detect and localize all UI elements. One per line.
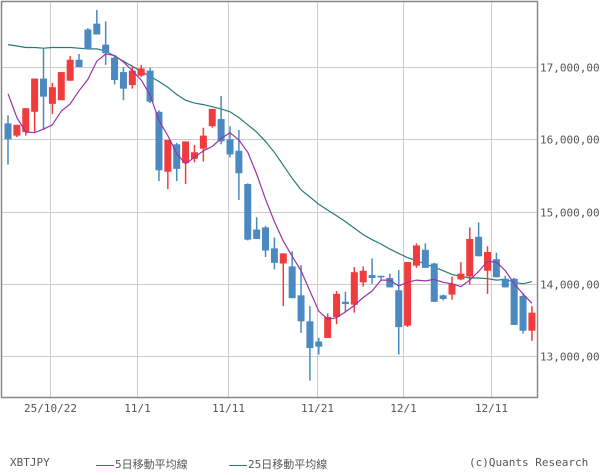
x-tick-label: 12/1 — [390, 402, 417, 415]
candle-up — [66, 59, 74, 81]
candle-up — [279, 253, 287, 264]
candle-down — [146, 70, 154, 102]
candle-down — [155, 111, 163, 171]
candle-down — [102, 44, 110, 54]
grid — [2, 2, 537, 397]
candle-down — [475, 236, 483, 257]
candle-down — [395, 290, 403, 328]
candle-down — [492, 259, 500, 278]
legend-ma25: 25日移動平均線 — [229, 456, 327, 472]
candle-up — [412, 245, 420, 266]
ma25-swatch-icon — [229, 464, 247, 466]
candle-down — [430, 263, 438, 302]
candle-down — [368, 275, 376, 278]
candle-up — [528, 312, 536, 331]
candle-up — [333, 293, 341, 317]
ma5-swatch-icon — [96, 464, 114, 466]
candle-up — [57, 72, 65, 101]
candle-down — [306, 321, 314, 349]
candle-down — [341, 301, 349, 304]
symbol-label: XBTJPY — [10, 456, 50, 469]
candle-up — [359, 270, 367, 283]
candle-down — [270, 248, 278, 263]
candle-down — [235, 150, 243, 174]
candle-up — [404, 262, 412, 326]
candle-up — [324, 316, 332, 338]
candle-up — [448, 283, 456, 295]
candle-down — [40, 78, 48, 97]
candle-down — [421, 249, 429, 268]
candle-up — [31, 78, 39, 112]
candles — [4, 9, 536, 381]
legend-ma5: 5日移動平均線 — [96, 456, 188, 472]
y-axis-labels: 17,000,00 16,000,00 15,000,00 14,000,00 13,0… — [540, 62, 600, 364]
candle-up — [48, 87, 56, 104]
y-tick-label: 17,000,00 — [540, 62, 600, 75]
x-tick-label: 11/1 — [124, 402, 151, 415]
ma25-line — [7, 44, 533, 285]
candle-down — [217, 119, 225, 142]
ma5-line — [7, 53, 533, 320]
x-axis-labels: 25/10/22 11/1 11/11 11/21 12/1 12/11 — [24, 402, 508, 415]
y-tick-label: 14,000,00 — [540, 279, 600, 292]
candle-down — [253, 229, 261, 239]
candle-up — [22, 108, 30, 133]
candle-down — [439, 295, 447, 299]
candle-down — [297, 295, 305, 322]
y-tick-label: 15,000,00 — [540, 207, 600, 220]
candle-down — [377, 275, 385, 278]
candle-down — [226, 139, 234, 155]
y-tick-label: 13,000,00 — [540, 351, 600, 364]
candle-up — [13, 124, 21, 136]
x-tick-label: 12/11 — [475, 402, 508, 415]
candle-down — [244, 184, 252, 240]
candle-up — [137, 68, 145, 76]
x-tick-label: 25/10/22 — [24, 402, 77, 415]
candle-up — [190, 152, 198, 159]
candle-up — [457, 273, 465, 280]
candle-down — [84, 29, 92, 49]
candle-down — [93, 23, 101, 35]
candle-down — [262, 227, 270, 251]
candle-up — [164, 139, 172, 172]
candle-down — [501, 278, 509, 288]
x-tick-label: 11/21 — [301, 402, 334, 415]
candle-up — [182, 141, 190, 164]
candle-down — [111, 57, 119, 81]
candle-up — [466, 238, 474, 277]
plot-frame — [0, 0, 539, 399]
candle-down — [519, 296, 527, 331]
candle-down — [75, 59, 83, 67]
candle-down — [510, 278, 518, 325]
candle-down — [4, 123, 12, 140]
x-tick-label: 11/11 — [212, 402, 245, 415]
credit-label: (c)Quants Research — [469, 456, 589, 469]
candle-up — [350, 272, 358, 305]
candle-down — [288, 266, 296, 299]
candle-down — [386, 277, 394, 288]
legend: XBTJPY 5日移動平均線 25日移動平均線 (c)Quants Resear… — [0, 456, 600, 474]
candle-up — [208, 108, 216, 127]
candle-down — [173, 144, 181, 169]
candle-up — [128, 70, 136, 86]
candle-up — [199, 135, 207, 149]
candle-down — [119, 72, 127, 89]
candle-down — [315, 341, 323, 347]
y-tick-label: 16,000,00 — [540, 134, 600, 147]
